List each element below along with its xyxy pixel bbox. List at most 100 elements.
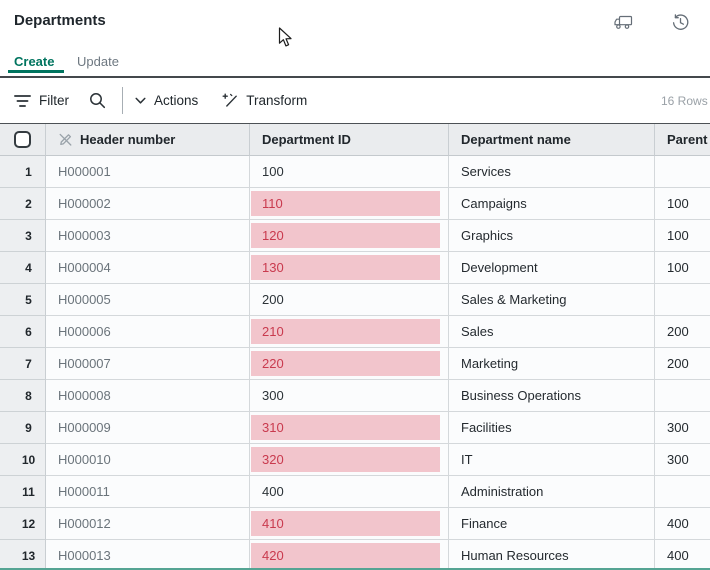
table-row: 3 H000003 120 Graphics 100 [0, 220, 710, 252]
cell-header-number[interactable]: H000013 [46, 540, 250, 570]
column-header-header-number[interactable]: Header number [46, 124, 250, 156]
row-number-cell[interactable]: 4 [0, 252, 46, 284]
department-id-value: 110 [251, 191, 440, 216]
cell-department-name[interactable]: IT [449, 444, 655, 476]
cell-department-name[interactable]: Sales & Marketing [449, 284, 655, 316]
actions-button[interactable]: Actions [135, 93, 198, 108]
cell-parent-id[interactable]: 100 [655, 220, 710, 252]
history-button[interactable] [669, 12, 691, 32]
cell-department-name[interactable]: Graphics [449, 220, 655, 252]
department-id-value: 300 [262, 388, 284, 403]
history-icon [672, 13, 689, 31]
row-number-cell[interactable]: 2 [0, 188, 46, 220]
cell-header-number[interactable]: H000007 [46, 348, 250, 380]
cell-parent-id[interactable]: 100 [655, 252, 710, 284]
cell-department-name[interactable]: Finance [449, 508, 655, 540]
row-number-cell[interactable]: 13 [0, 540, 46, 570]
cell-department-id[interactable]: 100 [250, 156, 449, 188]
cell-department-id[interactable]: 320 [250, 444, 449, 476]
cell-department-id[interactable]: 400 [250, 476, 449, 508]
row-count-label: 16 Rows [661, 93, 708, 108]
row-number-cell[interactable]: 7 [0, 348, 46, 380]
tabs-separator-line [0, 76, 710, 78]
page-title: Departments [14, 12, 106, 29]
column-header-department-name[interactable]: Department name [449, 124, 655, 156]
cell-department-name[interactable]: Marketing [449, 348, 655, 380]
cell-header-number[interactable]: H000004 [46, 252, 250, 284]
cell-department-name[interactable]: Campaigns [449, 188, 655, 220]
delivery-truck-button[interactable] [612, 12, 634, 32]
cell-department-name[interactable]: Human Resources [449, 540, 655, 570]
cell-parent-id[interactable]: 300 [655, 444, 710, 476]
row-number-cell[interactable]: 5 [0, 284, 46, 316]
department-id-value: 200 [262, 292, 284, 307]
cell-parent-id[interactable] [655, 284, 710, 316]
active-tab-underline [8, 70, 64, 73]
cell-department-name[interactable]: Sales [449, 316, 655, 348]
cell-parent-id[interactable] [655, 380, 710, 412]
column-header-parent-id[interactable]: Parent ID [655, 124, 710, 156]
cell-department-id[interactable]: 210 [250, 316, 449, 348]
cell-parent-id[interactable]: 100 [655, 188, 710, 220]
row-number-cell[interactable]: 6 [0, 316, 46, 348]
cell-header-number[interactable]: H000008 [46, 380, 250, 412]
cell-department-id[interactable]: 130 [250, 252, 449, 284]
cell-parent-id[interactable]: 200 [655, 316, 710, 348]
grid-header-row: Header number Department ID Department n… [0, 124, 710, 156]
row-number-cell[interactable]: 12 [0, 508, 46, 540]
tab-update[interactable]: Update [77, 54, 119, 69]
cell-parent-id[interactable]: 400 [655, 540, 710, 570]
transform-label: Transform [246, 93, 308, 108]
table-row: 2 H000002 110 Campaigns 100 [0, 188, 710, 220]
cell-department-id[interactable]: 220 [250, 348, 449, 380]
mouse-cursor-icon [278, 27, 293, 53]
toolbar-divider [122, 87, 123, 114]
department-id-value: 220 [251, 351, 440, 376]
cell-department-id[interactable]: 310 [250, 412, 449, 444]
departments-grid: Header number Department ID Department n… [0, 123, 710, 570]
cell-parent-id[interactable]: 200 [655, 348, 710, 380]
tab-create[interactable]: Create [14, 54, 55, 69]
department-id-value: 100 [262, 164, 284, 179]
cell-header-number[interactable]: H000002 [46, 188, 250, 220]
cell-department-id[interactable]: 200 [250, 284, 449, 316]
transform-button[interactable]: Transform [222, 93, 307, 108]
cell-parent-id[interactable] [655, 156, 710, 188]
filter-button[interactable]: Filter [14, 93, 69, 108]
search-icon [89, 92, 106, 109]
column-header-department-id[interactable]: Department ID [250, 124, 449, 156]
cell-department-id[interactable]: 300 [250, 380, 449, 412]
delivery-truck-icon [613, 15, 633, 30]
row-number-cell[interactable]: 9 [0, 412, 46, 444]
cell-header-number[interactable]: H000012 [46, 508, 250, 540]
cell-department-name[interactable]: Development [449, 252, 655, 284]
row-number-cell[interactable]: 10 [0, 444, 46, 476]
row-number-cell[interactable]: 8 [0, 380, 46, 412]
row-number-cell[interactable]: 3 [0, 220, 46, 252]
cell-department-name[interactable]: Administration [449, 476, 655, 508]
cell-header-number[interactable]: H000011 [46, 476, 250, 508]
cell-header-number[interactable]: H000005 [46, 284, 250, 316]
cell-department-name[interactable]: Business Operations [449, 380, 655, 412]
cell-department-id[interactable]: 420 [250, 540, 449, 570]
row-number-cell[interactable]: 11 [0, 476, 46, 508]
row-number-cell[interactable]: 1 [0, 156, 46, 188]
cell-header-number[interactable]: H000010 [46, 444, 250, 476]
cell-department-name[interactable]: Facilities [449, 412, 655, 444]
search-button[interactable] [89, 92, 106, 109]
cell-header-number[interactable]: H000009 [46, 412, 250, 444]
cell-header-number[interactable]: H000006 [46, 316, 250, 348]
cell-department-id[interactable]: 410 [250, 508, 449, 540]
cell-department-id[interactable]: 120 [250, 220, 449, 252]
cell-parent-id[interactable] [655, 476, 710, 508]
cell-department-id[interactable]: 110 [250, 188, 449, 220]
select-all-checkbox[interactable] [14, 131, 31, 148]
grid-body: 1 H000001 100 Services 2 H000002 110 Cam… [0, 156, 710, 570]
table-row: 9 H000009 310 Facilities 300 [0, 412, 710, 444]
cell-department-name[interactable]: Services [449, 156, 655, 188]
cell-parent-id[interactable]: 400 [655, 508, 710, 540]
cell-header-number[interactable]: H000001 [46, 156, 250, 188]
cell-header-number[interactable]: H000003 [46, 220, 250, 252]
filter-label: Filter [39, 93, 69, 108]
cell-parent-id[interactable]: 300 [655, 412, 710, 444]
